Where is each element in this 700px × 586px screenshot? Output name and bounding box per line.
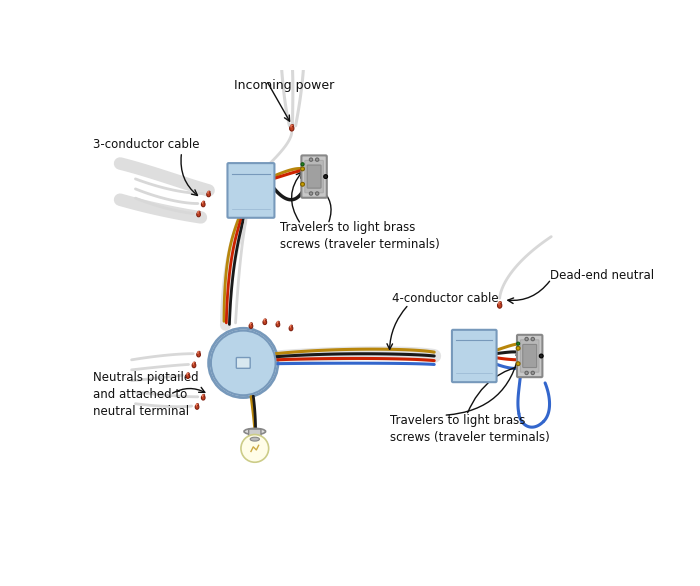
FancyBboxPatch shape xyxy=(302,155,327,197)
FancyBboxPatch shape xyxy=(452,330,496,382)
Text: Neutrals pigtailed
and attached to
neutral terminal: Neutrals pigtailed and attached to neutr… xyxy=(93,371,199,418)
Ellipse shape xyxy=(499,301,501,304)
Circle shape xyxy=(531,338,535,340)
Ellipse shape xyxy=(498,303,502,308)
FancyBboxPatch shape xyxy=(517,335,542,377)
Circle shape xyxy=(300,167,304,171)
Ellipse shape xyxy=(197,352,200,357)
Ellipse shape xyxy=(202,201,205,203)
Ellipse shape xyxy=(198,211,200,213)
Ellipse shape xyxy=(193,362,195,364)
Ellipse shape xyxy=(198,351,200,353)
Circle shape xyxy=(531,372,535,374)
Circle shape xyxy=(316,192,319,195)
Ellipse shape xyxy=(202,394,205,396)
FancyBboxPatch shape xyxy=(228,163,274,218)
Text: 3-conductor cable: 3-conductor cable xyxy=(93,138,200,151)
Circle shape xyxy=(309,158,313,161)
Ellipse shape xyxy=(277,321,279,323)
Ellipse shape xyxy=(202,396,205,400)
FancyBboxPatch shape xyxy=(307,165,321,188)
Ellipse shape xyxy=(244,428,265,435)
Text: Incoming power: Incoming power xyxy=(234,79,335,92)
FancyBboxPatch shape xyxy=(523,345,537,367)
Ellipse shape xyxy=(264,319,267,321)
Circle shape xyxy=(209,328,278,397)
Circle shape xyxy=(211,331,276,396)
FancyBboxPatch shape xyxy=(305,161,323,193)
FancyBboxPatch shape xyxy=(237,357,250,369)
Ellipse shape xyxy=(197,404,199,406)
Text: Dead-end neutral: Dead-end neutral xyxy=(550,268,654,282)
FancyBboxPatch shape xyxy=(248,429,261,440)
Ellipse shape xyxy=(206,192,211,197)
Ellipse shape xyxy=(187,373,190,374)
Text: 4-conductor cable: 4-conductor cable xyxy=(392,292,498,305)
Ellipse shape xyxy=(290,125,294,131)
Ellipse shape xyxy=(202,202,205,207)
Ellipse shape xyxy=(276,322,280,327)
Ellipse shape xyxy=(197,212,200,217)
Text: Travelers to light brass
screws (traveler terminals): Travelers to light brass screws (travele… xyxy=(280,222,440,251)
Circle shape xyxy=(539,354,543,358)
Circle shape xyxy=(525,338,528,340)
Ellipse shape xyxy=(192,363,196,367)
Ellipse shape xyxy=(291,124,293,127)
Ellipse shape xyxy=(250,437,260,441)
Circle shape xyxy=(316,158,319,161)
Ellipse shape xyxy=(290,325,293,327)
Circle shape xyxy=(525,372,528,374)
Circle shape xyxy=(300,182,304,186)
Circle shape xyxy=(516,362,520,366)
Circle shape xyxy=(309,192,313,195)
Circle shape xyxy=(323,175,328,179)
Ellipse shape xyxy=(263,320,267,325)
Circle shape xyxy=(516,346,520,350)
Circle shape xyxy=(517,342,519,345)
Ellipse shape xyxy=(186,374,190,379)
Ellipse shape xyxy=(195,405,199,409)
Ellipse shape xyxy=(249,324,253,328)
Ellipse shape xyxy=(289,326,293,331)
Circle shape xyxy=(301,163,304,166)
Circle shape xyxy=(241,435,269,462)
Ellipse shape xyxy=(251,323,253,325)
FancyBboxPatch shape xyxy=(521,340,539,372)
Text: Travelers to light brass
screws (traveler terminals): Travelers to light brass screws (travele… xyxy=(389,414,550,444)
Ellipse shape xyxy=(208,191,210,193)
